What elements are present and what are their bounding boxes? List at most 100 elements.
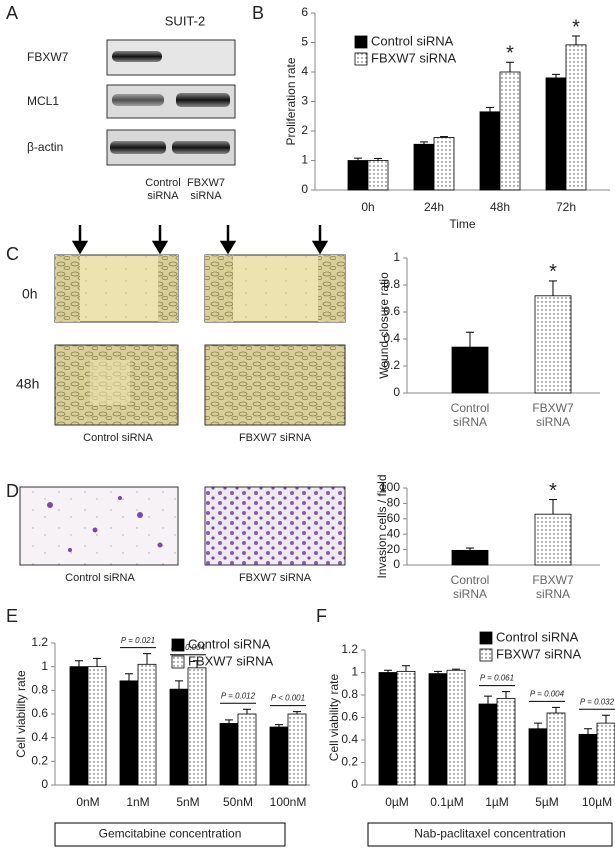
y-tick-label: 1 bbox=[41, 659, 48, 673]
y-tick-label: 0.4 bbox=[31, 730, 48, 744]
bar bbox=[396, 670, 416, 786]
x-axis-label-box bbox=[54, 822, 286, 847]
x-tick-label: 72h bbox=[556, 200, 576, 214]
legend-swatch bbox=[171, 655, 185, 669]
error-bar bbox=[549, 280, 557, 296]
bar bbox=[269, 726, 289, 786]
error-bar bbox=[440, 136, 448, 138]
legend-swatch bbox=[354, 35, 368, 49]
error-bar bbox=[502, 691, 510, 699]
error-bar bbox=[484, 695, 492, 704]
error-bar bbox=[402, 665, 410, 672]
x-tick-label: 0h bbox=[361, 200, 374, 214]
y-axis-label: Proliferation rate bbox=[284, 57, 298, 145]
bar bbox=[367, 160, 389, 191]
x-tick-label: Control siRNA bbox=[450, 573, 490, 601]
bar bbox=[528, 728, 548, 786]
x-tick-label: 50nM bbox=[223, 795, 253, 809]
error-bar bbox=[434, 670, 442, 674]
bar bbox=[413, 143, 435, 191]
y-tick-label: 1.2 bbox=[341, 642, 358, 656]
legend-swatch bbox=[479, 631, 493, 645]
bar bbox=[534, 295, 572, 394]
bar bbox=[499, 71, 521, 191]
blot-row-label: FBXW7 bbox=[27, 50, 69, 64]
bar bbox=[87, 666, 107, 786]
error-bar bbox=[354, 157, 362, 161]
x-tick-label: 0nM bbox=[76, 795, 99, 809]
y-axis-label: Invasion cells / field bbox=[375, 474, 389, 578]
bar bbox=[478, 703, 498, 786]
y-axis-label: Wound closure ratio bbox=[377, 272, 391, 379]
time-label: 0h bbox=[22, 286, 38, 302]
y-tick-label: 0 bbox=[393, 557, 400, 571]
bar bbox=[565, 44, 587, 191]
x-tick-label: 24h bbox=[424, 200, 444, 214]
error-bar bbox=[143, 653, 151, 665]
y-tick-label: 1 bbox=[351, 665, 358, 679]
bar bbox=[169, 688, 189, 786]
x-tick-label: 10µM bbox=[582, 795, 612, 809]
error-bar bbox=[602, 714, 610, 724]
x-tick-label: 0µM bbox=[385, 795, 409, 809]
significance-star: * bbox=[549, 261, 557, 283]
significance-star: * bbox=[506, 43, 514, 65]
bar bbox=[219, 723, 239, 786]
y-tick-label: 4 bbox=[301, 64, 308, 78]
p-value: P = 0.021 bbox=[121, 636, 155, 645]
y-tick-label: 80 bbox=[387, 496, 401, 510]
legend-swatch bbox=[479, 648, 493, 662]
error-bar bbox=[452, 668, 460, 671]
error-bar bbox=[534, 722, 542, 729]
bar bbox=[546, 712, 566, 786]
error-bar bbox=[175, 680, 183, 690]
bar bbox=[578, 733, 598, 786]
significance-star: * bbox=[572, 16, 580, 38]
error-bar bbox=[293, 711, 301, 714]
legend-swatch bbox=[354, 52, 368, 66]
bar bbox=[237, 713, 257, 786]
x-tick-label: FBXW7 siRNA bbox=[532, 573, 574, 601]
y-tick-label: 3 bbox=[301, 94, 308, 108]
x-tick-label: 5µM bbox=[535, 795, 559, 809]
p-value: P = 0.061 bbox=[480, 674, 514, 683]
image-label: FBXW7 siRNA bbox=[239, 432, 312, 444]
y-tick-label: 0.2 bbox=[31, 754, 48, 768]
error-bar bbox=[466, 331, 474, 348]
y-tick-label: 40 bbox=[387, 526, 401, 540]
bar bbox=[451, 346, 489, 394]
y-tick-label: 2 bbox=[301, 123, 308, 137]
x-tick-label: 48h bbox=[490, 200, 510, 214]
x-tick-label: FBXW7 siRNA bbox=[532, 401, 574, 429]
y-tick-label: 0 bbox=[351, 777, 358, 791]
x-tick-label: 0.1µM bbox=[430, 795, 464, 809]
invasion-images bbox=[19, 486, 346, 566]
error-bar bbox=[75, 660, 83, 667]
x-axis-label: Gemcitabine concentration bbox=[99, 827, 242, 841]
y-tick-label: 0.4 bbox=[341, 732, 358, 746]
y-tick-label: 0.6 bbox=[341, 710, 358, 724]
y-tick-label: 0.2 bbox=[383, 358, 400, 372]
lane-label: Control siRNA bbox=[145, 177, 181, 202]
error-bar bbox=[125, 673, 133, 681]
y-tick-label: 0.6 bbox=[31, 706, 48, 720]
significance-star: * bbox=[549, 480, 557, 502]
blot bbox=[106, 39, 236, 166]
y-tick-label: 0.8 bbox=[341, 687, 358, 701]
bar bbox=[137, 663, 157, 786]
image-label: Control siRNA bbox=[65, 572, 135, 584]
p-value: P = 0.004 bbox=[171, 643, 206, 652]
y-tick-label: 100 bbox=[380, 480, 400, 494]
x-axis-label-box bbox=[367, 822, 613, 847]
bar bbox=[433, 137, 455, 191]
legend-label: FBXW7 siRNA bbox=[496, 646, 582, 661]
bar bbox=[596, 722, 615, 786]
error-bar bbox=[384, 669, 392, 673]
y-tick-label: 1.2 bbox=[31, 635, 48, 649]
y-tick-label: 0.2 bbox=[341, 755, 358, 769]
x-tick-label: 5nM bbox=[176, 795, 199, 809]
bar bbox=[428, 673, 448, 786]
bar bbox=[479, 111, 501, 191]
y-tick-label: 0.4 bbox=[383, 331, 400, 345]
